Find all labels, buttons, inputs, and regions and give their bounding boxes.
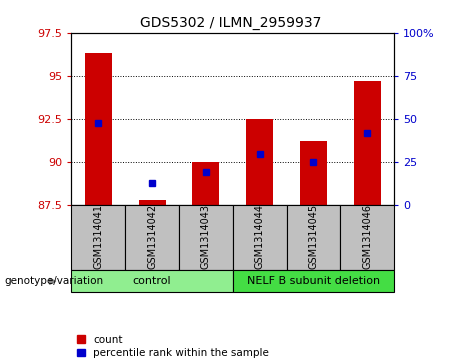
Bar	[193, 162, 219, 205]
Text: genotype/variation: genotype/variation	[5, 276, 104, 286]
Text: GSM1314042: GSM1314042	[147, 204, 157, 269]
Bar	[125, 205, 179, 270]
Legend: count, percentile rank within the sample: count, percentile rank within the sample	[77, 335, 269, 358]
Bar	[246, 119, 273, 205]
Bar	[71, 205, 125, 270]
Text: NELF B subunit deletion: NELF B subunit deletion	[247, 276, 380, 286]
Text: GDS5302 / ILMN_2959937: GDS5302 / ILMN_2959937	[140, 16, 321, 30]
Bar	[233, 205, 287, 270]
Bar	[71, 270, 233, 292]
Text: GSM1314046: GSM1314046	[362, 204, 372, 269]
Text: GSM1314045: GSM1314045	[308, 204, 319, 269]
Bar	[287, 205, 340, 270]
Bar	[179, 205, 233, 270]
Bar	[139, 200, 165, 205]
Bar	[85, 53, 112, 205]
Bar	[300, 141, 327, 205]
Bar	[354, 81, 381, 205]
Bar	[340, 205, 394, 270]
Text: GSM1314044: GSM1314044	[254, 204, 265, 269]
Text: control: control	[133, 276, 171, 286]
Bar	[233, 270, 394, 292]
Text: GSM1314043: GSM1314043	[201, 204, 211, 269]
Text: GSM1314041: GSM1314041	[93, 204, 103, 269]
